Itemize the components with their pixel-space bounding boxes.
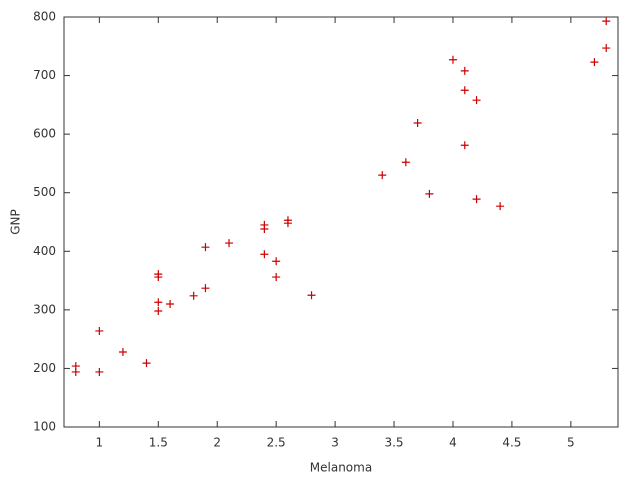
point [154, 307, 163, 316]
point [602, 17, 611, 26]
plot-frame [63, 16, 619, 428]
point [272, 273, 281, 282]
x-axis-label: Melanoma [310, 461, 372, 475]
point [142, 359, 151, 368]
x-tick-label: 2.5 [267, 436, 286, 450]
y-tick-label: 300 [33, 302, 56, 316]
y-tick-label: 700 [33, 68, 56, 82]
x-tick-label: 3.5 [384, 436, 403, 450]
x-tick-label: 3 [331, 436, 339, 450]
point [95, 367, 104, 376]
point [307, 291, 316, 300]
point [496, 202, 505, 211]
point [472, 195, 481, 204]
point [154, 273, 163, 282]
point [260, 250, 269, 259]
point [590, 58, 599, 67]
point [425, 189, 434, 198]
point [378, 171, 387, 180]
point [201, 284, 210, 293]
point [602, 44, 611, 53]
point [413, 119, 422, 128]
point [225, 239, 234, 248]
y-tick-label: 400 [33, 244, 56, 258]
point [189, 291, 198, 300]
x-tick-label: 4 [449, 436, 457, 450]
point [283, 219, 292, 228]
point [154, 298, 163, 307]
y-tick-label: 500 [33, 185, 56, 199]
x-tick-label: 1 [96, 436, 104, 450]
point [460, 86, 469, 95]
point [272, 257, 281, 266]
point [401, 158, 410, 167]
point [166, 300, 175, 308]
x-tick-label: 4.5 [502, 436, 521, 450]
point [118, 348, 127, 357]
x-tick-label: 5 [567, 436, 575, 450]
point [71, 367, 80, 376]
y-tick-label: 600 [33, 127, 56, 141]
x-tick-label: 1.5 [149, 436, 168, 450]
point [260, 225, 269, 234]
point [472, 96, 481, 105]
y-tick-label: 800 [33, 10, 56, 24]
y-tick-label: 100 [33, 420, 56, 434]
point [460, 141, 469, 150]
point [448, 55, 457, 64]
point [460, 66, 469, 75]
point [95, 326, 104, 335]
y-tick-label: 200 [33, 361, 56, 375]
point [201, 243, 210, 252]
x-tick-label: 2 [213, 436, 221, 450]
y-axis-label: GNP [9, 209, 23, 235]
